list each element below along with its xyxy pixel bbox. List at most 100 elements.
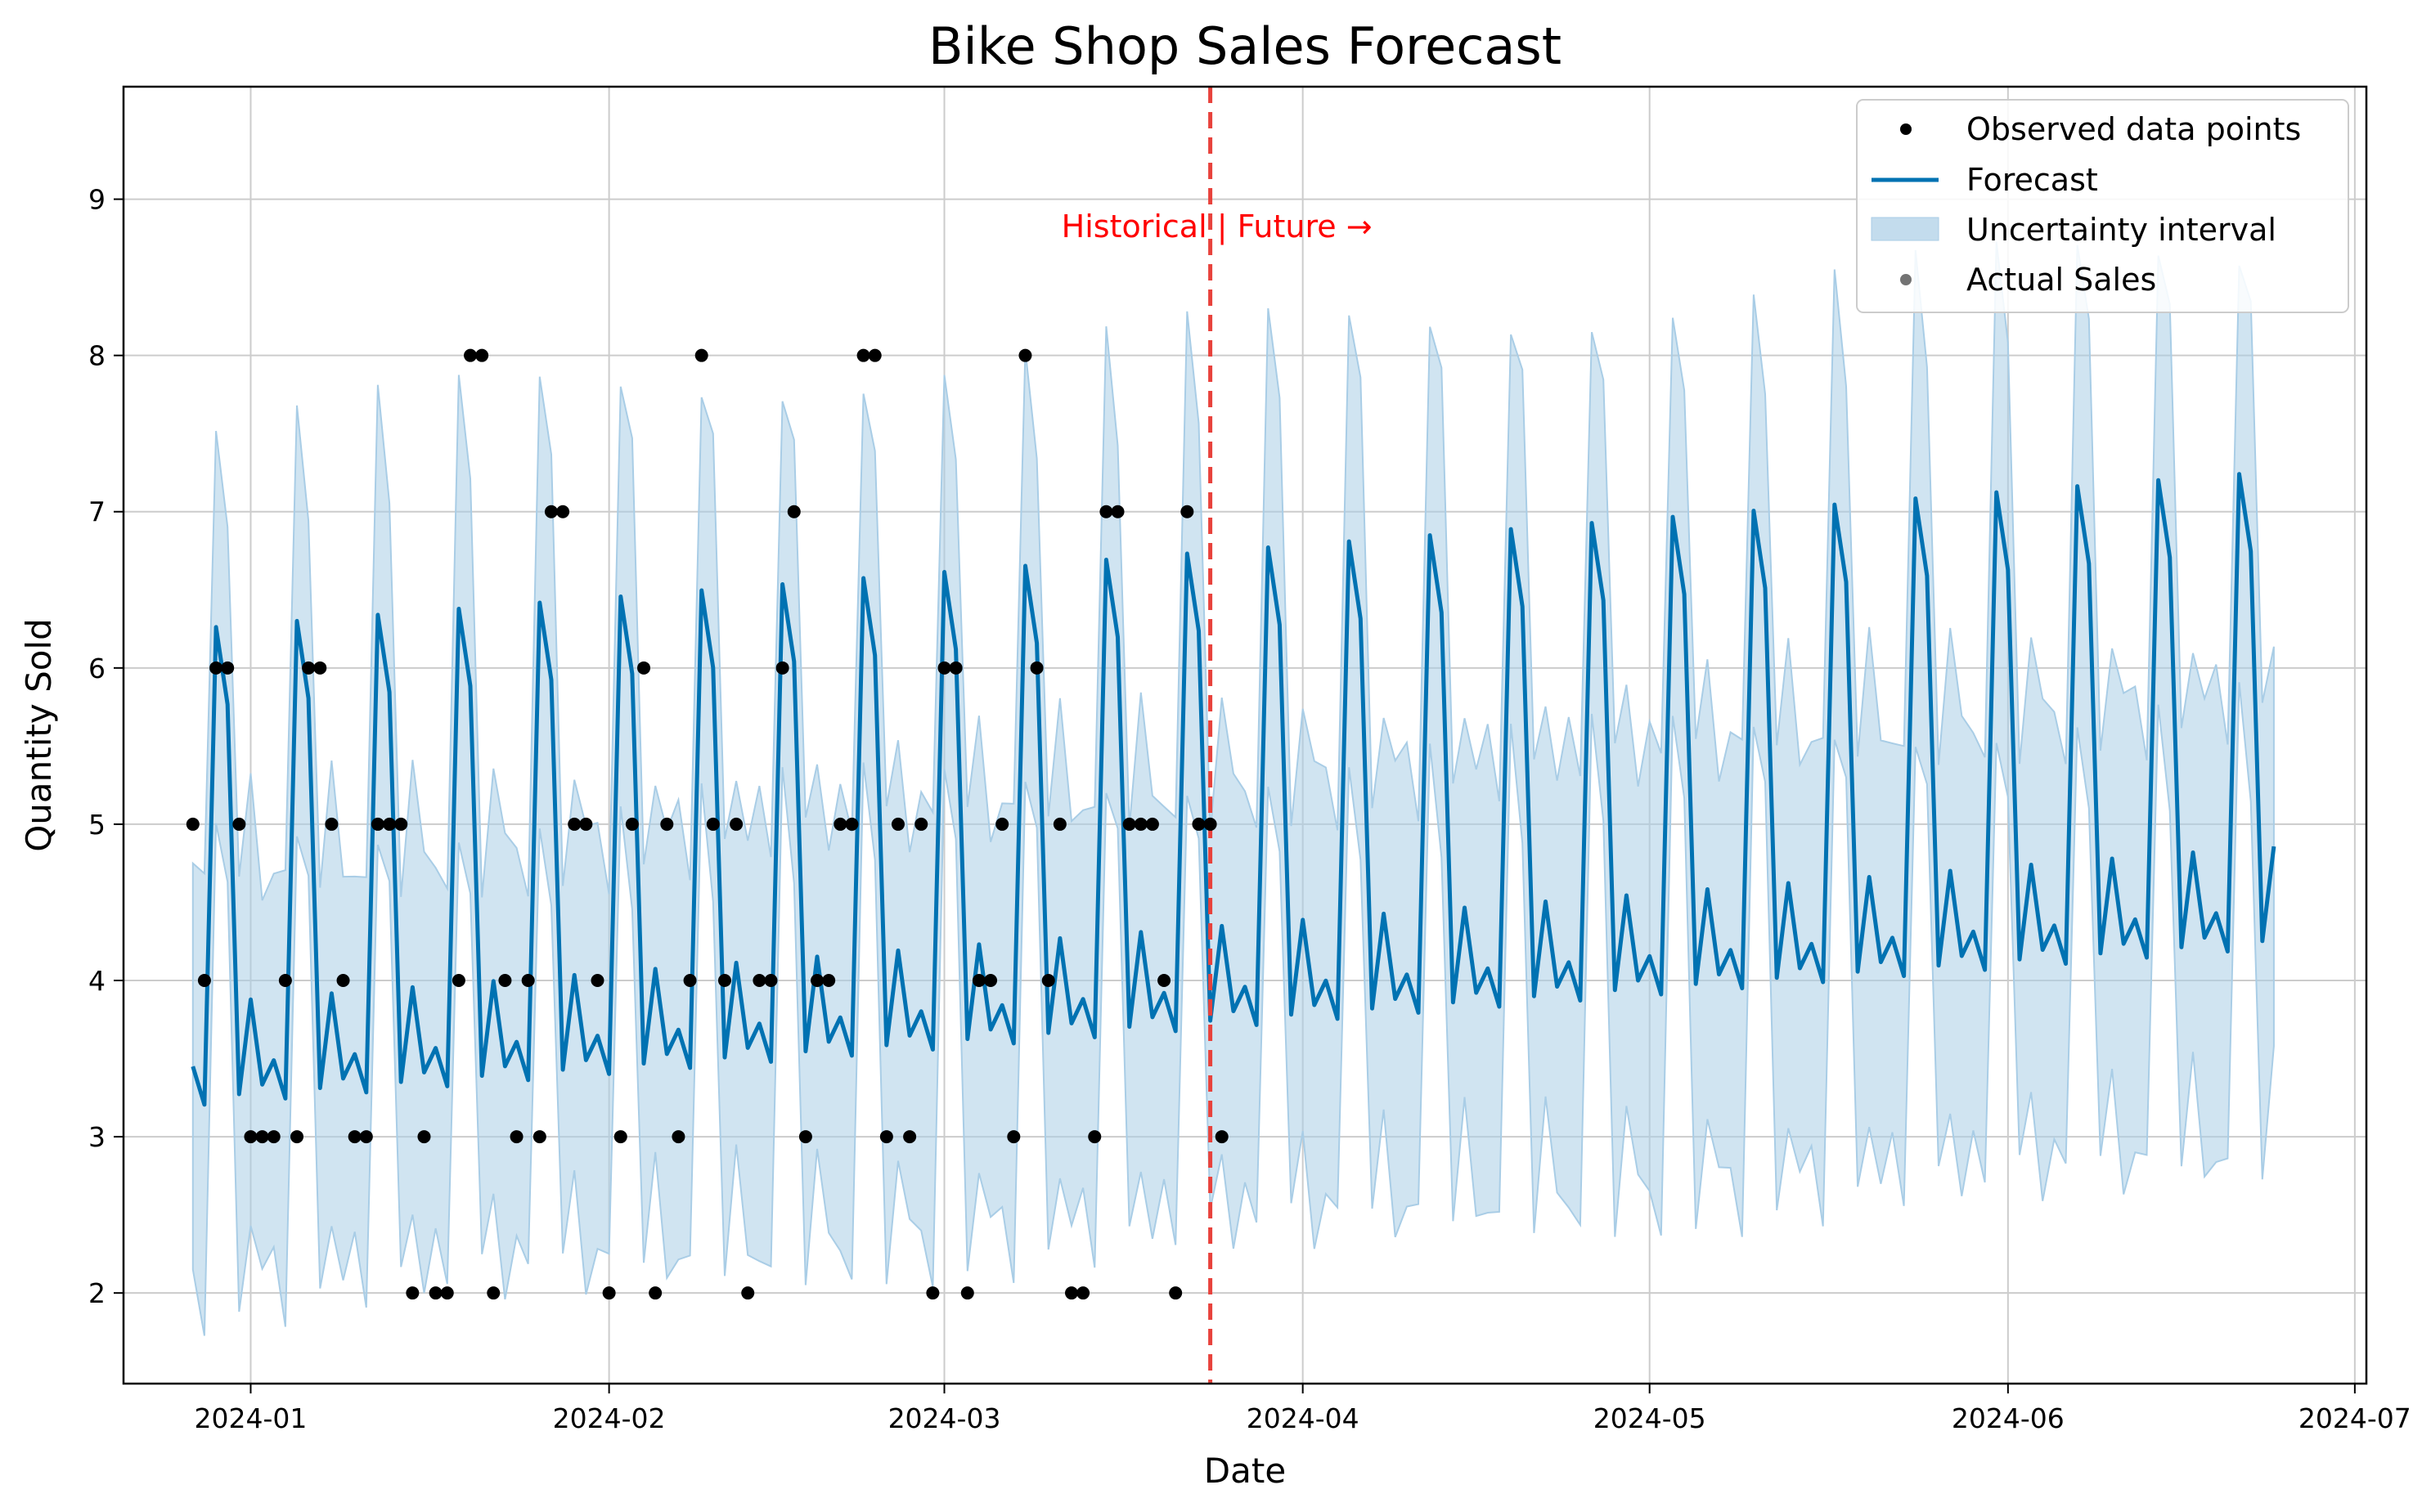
y-tick-label: 7	[88, 496, 106, 528]
x-tick-label: 2024-07	[2298, 1402, 2411, 1434]
observed-point	[232, 817, 246, 831]
legend-label-observed: Observed data points	[1966, 111, 2301, 147]
x-tick-label: 2024-05	[1593, 1402, 1706, 1434]
observed-point	[764, 974, 778, 988]
observed-point	[717, 974, 731, 988]
legend-marker-actual	[1900, 274, 1912, 285]
legend-box	[1856, 99, 2349, 313]
observed-point	[926, 1286, 940, 1300]
observed-point	[1088, 1130, 1102, 1144]
observed-point	[637, 661, 651, 675]
observed-point	[834, 817, 847, 831]
observed-point	[1018, 348, 1032, 362]
observed-point	[579, 817, 593, 831]
legend-label-actual: Actual Sales	[1966, 262, 2156, 298]
observed-point	[937, 661, 951, 675]
observed-point	[452, 974, 465, 988]
observed-point	[1099, 505, 1113, 518]
uncertainty-band	[191, 241, 2275, 1336]
y-tick-label: 5	[88, 809, 106, 841]
observed-point	[1122, 817, 1136, 831]
observed-point	[879, 1130, 893, 1144]
observed-point	[1215, 1130, 1229, 1144]
observed-point	[498, 974, 512, 988]
observed-point	[625, 817, 639, 831]
observed-point	[1030, 661, 1044, 675]
observed-point	[371, 817, 384, 831]
observed-point	[787, 505, 801, 518]
observed-point	[325, 817, 339, 831]
observed-point	[706, 817, 720, 831]
chart-title: Bike Shop Sales Forecast	[928, 16, 1562, 76]
legend-marker-uncertainty	[1871, 217, 1939, 241]
observed-point	[591, 974, 604, 988]
observed-point	[602, 1286, 616, 1300]
forecast-line-group	[191, 472, 2276, 1107]
y-tick-label: 8	[88, 340, 106, 372]
y-tick-label: 3	[88, 1121, 106, 1153]
observed-point	[822, 974, 836, 988]
observed-point	[221, 661, 235, 675]
observed-point	[1157, 974, 1171, 988]
observed-point	[1111, 505, 1125, 518]
observed-point	[960, 1286, 974, 1300]
uncertainty-area	[191, 241, 2275, 1336]
observed-point	[197, 974, 211, 988]
observed-point	[302, 661, 316, 675]
x-tick-label: 2024-01	[195, 1402, 308, 1434]
x-axis-label: Date	[1204, 1451, 1286, 1491]
observed-point	[487, 1286, 501, 1300]
observed-point	[856, 348, 870, 362]
observed-point	[532, 1130, 546, 1144]
observed-point	[1192, 817, 1206, 831]
y-axis-ticks: 2 3 4 5 6 7 8 9	[88, 184, 124, 1309]
observed-point	[891, 817, 905, 831]
observed-point	[903, 1130, 917, 1144]
x-tick-label: 2024-04	[1247, 1402, 1359, 1434]
observed-point	[556, 505, 570, 518]
legend-marker-observed	[1900, 123, 1912, 135]
x-tick-label: 2024-03	[888, 1402, 1001, 1434]
observed-point	[1041, 974, 1055, 988]
observed-point	[521, 974, 535, 988]
observed-point	[672, 1130, 685, 1144]
observed-point	[1134, 817, 1148, 831]
observed-point	[394, 817, 408, 831]
observed-point	[1169, 1286, 1183, 1300]
observed-point	[753, 974, 766, 988]
observed-point	[660, 817, 674, 831]
observed-point	[464, 348, 478, 362]
x-axis-ticks: 2024-01 2024-02 2024-03 2024-04 2024-05 2024-…	[195, 1384, 2411, 1434]
forecast-line	[191, 472, 2276, 1107]
observed-point	[613, 1130, 627, 1144]
x-tick-label: 2024-06	[1952, 1402, 2065, 1434]
observed-point	[1053, 817, 1067, 831]
legend-label-forecast: Forecast	[1966, 162, 2098, 198]
observed-point	[406, 1286, 420, 1300]
observed-point	[984, 974, 998, 988]
observed-point	[568, 817, 582, 831]
split-annotation: Historical | Future →	[1062, 209, 1373, 245]
observed-point	[544, 505, 558, 518]
observed-point	[1203, 817, 1217, 831]
observed-point	[649, 1286, 663, 1300]
observed-point	[995, 817, 1009, 831]
observed-point	[186, 817, 200, 831]
observed-point	[1076, 1286, 1090, 1300]
observed-point	[914, 817, 928, 831]
legend: Observed data points Forecast Uncertaint…	[1856, 99, 2349, 313]
observed-point	[336, 974, 350, 988]
observed-point	[417, 1130, 431, 1144]
observed-point	[845, 817, 859, 831]
y-tick-label: 4	[88, 965, 106, 997]
observed-point	[278, 974, 292, 988]
observed-point	[972, 974, 986, 988]
observed-point	[267, 1130, 281, 1144]
observed-point	[741, 1286, 755, 1300]
observed-point	[811, 974, 825, 988]
observed-point	[694, 348, 708, 362]
observed-point	[348, 1130, 362, 1144]
legend-label-uncertainty: Uncertainty interval	[1966, 212, 2276, 248]
observed-point	[429, 1286, 443, 1300]
